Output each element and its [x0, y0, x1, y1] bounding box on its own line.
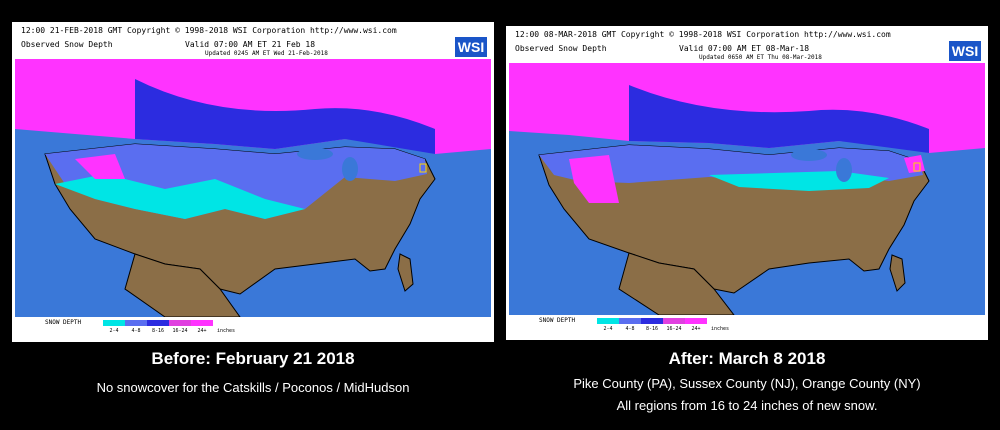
- legend-swatch: [663, 318, 685, 324]
- map-frame: 12:00 21-FEB-2018 GMT Copyright © 1998-2…: [15, 25, 491, 339]
- wsi-logo: WSI: [949, 41, 981, 61]
- copyright-line: 12:00 21-FEB-2018 GMT Copyright © 1998-2…: [21, 26, 397, 35]
- legend-tick: 16-24: [666, 326, 682, 332]
- legend-swatch: [597, 318, 619, 324]
- snow-rockies: [75, 154, 125, 179]
- wsi-logo: WSI: [455, 37, 487, 57]
- legend-swatch: [685, 318, 707, 324]
- mexico: [618, 252, 735, 315]
- legend-tick: 8-16: [151, 328, 165, 334]
- canada-snow-mid: [629, 85, 929, 153]
- map-title: Observed Snow Depth: [21, 40, 113, 49]
- caption-after-title: After: March 8 2018: [668, 349, 826, 368]
- map-title: Observed Snow Depth: [515, 44, 607, 53]
- legend-tick: 8-16: [645, 326, 659, 332]
- lake-superior: [297, 148, 333, 160]
- mexico: [124, 253, 241, 317]
- legend-swatch: [125, 320, 147, 326]
- valid-time: Valid 07:00 AM ET 08-Mar-18: [679, 44, 810, 53]
- caption-after-snow-amount: All regions from 16 to 24 inches of new …: [616, 398, 878, 413]
- legend-unit: inches: [711, 326, 730, 332]
- region-marker: [913, 162, 921, 172]
- legend-tick: 24+: [197, 328, 207, 334]
- legend-tick: 16-24: [172, 328, 188, 334]
- caption-before-title: Before: February 21 2018: [151, 349, 355, 368]
- legend-swatch: [147, 320, 169, 326]
- legend: SNOW DEPTH 2-4 4-8 8-16 16-24 24+ inches: [509, 315, 985, 337]
- lake-michigan: [836, 158, 852, 182]
- legend-ticks: 2-4 4-8 8-16 16-24 24+: [103, 328, 213, 334]
- caption-before-subtitle: No snowcover for the Catskills / Poconos…: [96, 380, 410, 395]
- updated-time: Updated 0650 AM ET Thu 08-Mar-2018: [699, 54, 822, 61]
- legend-tick: 24+: [691, 326, 701, 332]
- map-panel-after: 12:00 08-MAR-2018 GMT Copyright © 1998-2…: [506, 26, 988, 340]
- legend-swatch: [103, 320, 125, 326]
- catskills-marker: [419, 163, 427, 173]
- legend-label: SNOW DEPTH: [539, 317, 576, 324]
- legend-tick: 2-4: [603, 326, 613, 332]
- snow-depth-map-after: [509, 63, 985, 315]
- legend-swatches: [597, 318, 707, 324]
- map-frame: 12:00 08-MAR-2018 GMT Copyright © 1998-2…: [509, 29, 985, 337]
- map-panel-before: 12:00 21-FEB-2018 GMT Copyright © 1998-2…: [12, 22, 494, 342]
- legend-tick: 2-4: [109, 328, 119, 334]
- map-header: 12:00 21-FEB-2018 GMT Copyright © 1998-2…: [15, 25, 491, 59]
- valid-time: Valid 07:00 AM ET 21 Feb 18: [185, 40, 316, 49]
- legend-swatch: [169, 320, 191, 326]
- legend-unit: inches: [217, 328, 236, 334]
- updated-time: Updated 0245 AM ET Wed 21-Feb-2018: [205, 50, 328, 57]
- florida: [397, 253, 414, 292]
- lake-michigan: [342, 157, 358, 181]
- legend-swatch: [619, 318, 641, 324]
- legend-swatch: [191, 320, 213, 326]
- copyright-line: 12:00 08-MAR-2018 GMT Copyright © 1998-2…: [515, 30, 891, 39]
- caption-after-counties: Pike County (PA), Sussex County (NJ), Or…: [573, 376, 921, 391]
- legend-tick: 4-8: [625, 326, 635, 332]
- canada-snow-mid: [135, 79, 435, 154]
- florida: [889, 254, 906, 292]
- lake-superior: [791, 149, 827, 161]
- legend-label: SNOW DEPTH: [45, 319, 82, 326]
- legend: SNOW DEPTH 2-4 4-8 8-16 16-24 24+ inches: [15, 317, 491, 339]
- legend-swatches: [103, 320, 213, 326]
- legend-tick: 4-8: [131, 328, 141, 334]
- legend-swatch: [641, 318, 663, 324]
- snow-light-band: [55, 174, 305, 219]
- snow-rockies: [569, 155, 619, 203]
- legend-ticks: 2-4 4-8 8-16 16-24 24+: [597, 326, 707, 332]
- map-header: 12:00 08-MAR-2018 GMT Copyright © 1998-2…: [509, 29, 985, 63]
- snow-depth-map-before: [15, 59, 491, 317]
